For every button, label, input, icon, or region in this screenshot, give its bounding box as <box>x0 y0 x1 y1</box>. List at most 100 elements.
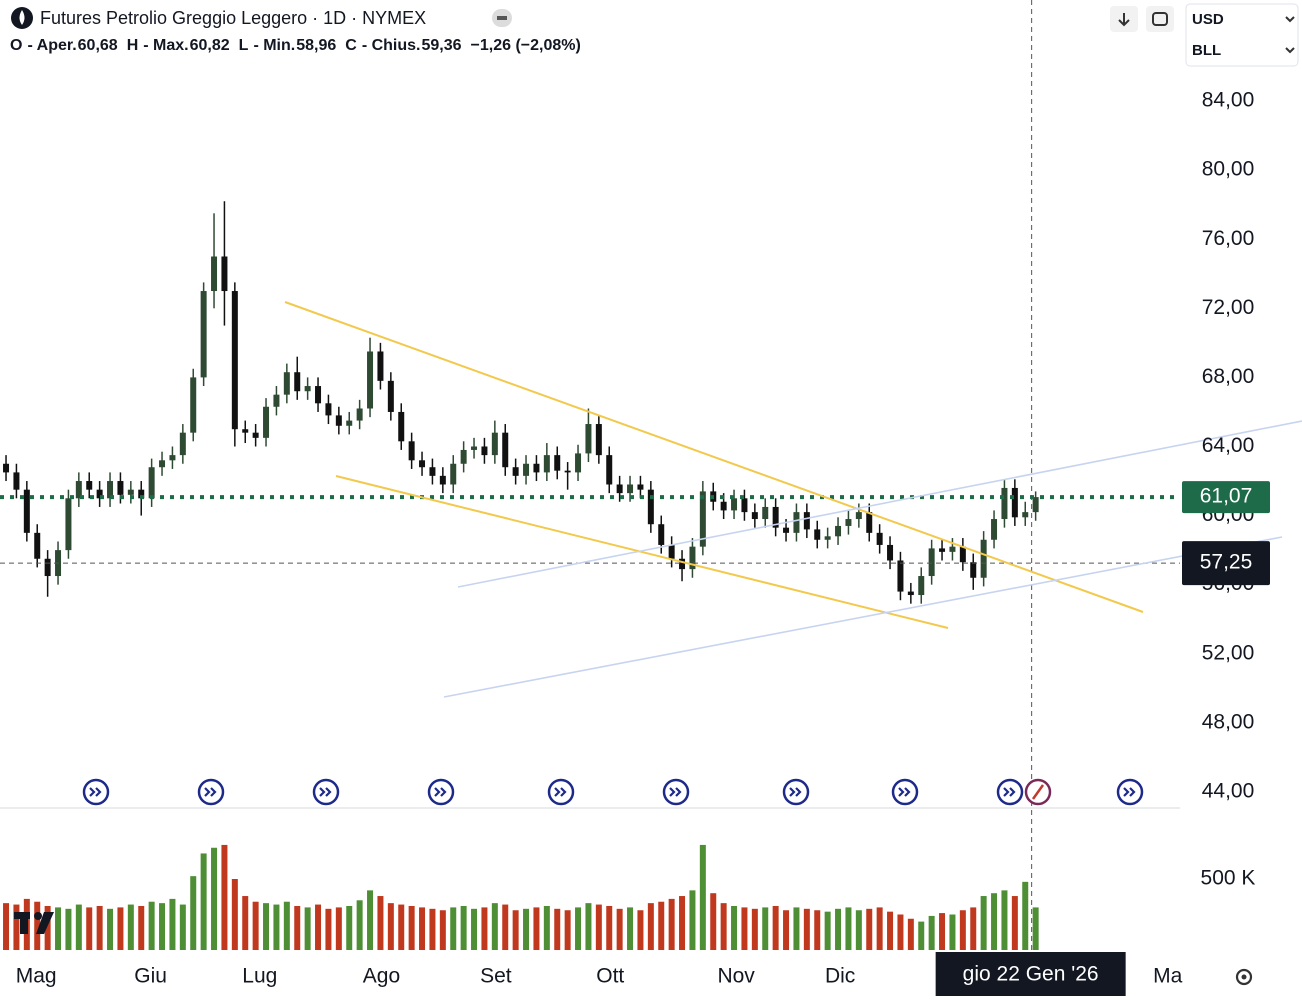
volume-bar <box>720 903 727 950</box>
volume-bar <box>200 853 207 950</box>
candle-body <box>283 372 290 395</box>
candle-body <box>647 489 654 525</box>
candle-body <box>523 463 530 476</box>
volume-bar <box>907 918 914 950</box>
crosshair-price-box <box>1182 541 1270 586</box>
y-tick-label: 76,00 <box>1202 227 1255 250</box>
candle-body <box>699 491 706 547</box>
event-marker-icon <box>554 787 567 797</box>
volume-bar <box>616 908 623 950</box>
candle-body <box>970 562 977 578</box>
candle-body <box>127 489 134 495</box>
volume-bar <box>1001 890 1008 950</box>
candle-body <box>668 544 675 559</box>
candle-body <box>13 472 20 490</box>
x-tick-label: Mag <box>16 965 57 988</box>
volume-bar <box>96 905 103 950</box>
event-marker[interactable] <box>547 778 575 806</box>
volume-bar <box>523 908 530 950</box>
volume-bar <box>117 907 124 950</box>
volume-bar <box>138 905 145 950</box>
candle-body <box>876 532 883 545</box>
x-tick-label: Set <box>480 965 512 988</box>
event-marker-icon <box>89 787 102 797</box>
candle-body <box>169 455 176 461</box>
candle-body <box>439 475 446 485</box>
event-marker[interactable] <box>662 778 690 806</box>
candle-body <box>845 519 852 526</box>
candle-body <box>606 455 613 485</box>
candle-body <box>190 377 197 433</box>
event-marker[interactable] <box>82 778 110 806</box>
ohlc-key: L <box>239 37 249 54</box>
x-tick-label: Nov <box>717 965 755 988</box>
fullscreen-button[interactable] <box>1146 6 1174 32</box>
candle-body <box>231 291 238 430</box>
volume-bar <box>803 908 810 950</box>
x-tick-label: Ma <box>1153 965 1182 988</box>
candle-body <box>1032 497 1039 513</box>
volume-bar <box>595 904 602 950</box>
channel-line <box>443 536 1283 698</box>
candle-body <box>959 546 966 563</box>
volume-bar <box>512 910 519 950</box>
volume-bar <box>346 905 353 950</box>
candle-body <box>107 481 114 499</box>
volume-bar <box>398 904 405 950</box>
volume-bar <box>887 911 894 950</box>
x-tick-label: Ott <box>596 965 624 988</box>
volume-bar <box>897 914 904 950</box>
event-marker[interactable] <box>312 778 340 806</box>
candle-body <box>866 512 873 533</box>
candle-body <box>554 455 561 471</box>
volume-bar <box>980 896 987 950</box>
unit-selector[interactable] <box>1185 3 1299 67</box>
volume-bar <box>866 908 873 950</box>
candle-body <box>34 532 41 559</box>
candle-body <box>824 536 831 540</box>
candle-body <box>1001 487 1008 520</box>
candle-body <box>148 467 155 499</box>
currency-selector[interactable]: USD <box>1192 11 1224 28</box>
plot-area <box>0 0 1180 950</box>
volume-bar <box>429 908 436 950</box>
candle-body <box>575 453 582 473</box>
event-marker[interactable] <box>427 778 455 806</box>
volume-bar <box>471 908 478 950</box>
volume-bar <box>283 901 290 950</box>
fullscreen-icon <box>1152 12 1168 26</box>
volume-bar <box>127 904 134 950</box>
volume-bar <box>148 901 155 950</box>
event-marker[interactable] <box>891 778 919 806</box>
volume-bar <box>450 907 457 950</box>
candle-body <box>450 463 457 485</box>
volume-bar <box>211 847 218 950</box>
ohlc-change: −1,26 (−2,08%) <box>471 37 581 54</box>
candle-body <box>491 432 498 456</box>
volume-bar <box>367 890 374 950</box>
event-marker[interactable] <box>996 778 1024 806</box>
candle-body <box>273 394 280 407</box>
ohlc-legend: O - Aper. 60,68 H - Max. 60,82 L - Min. 58,96 C - … <box>10 37 581 54</box>
candle-body <box>585 424 592 454</box>
x-tick-label: Ago <box>363 965 400 988</box>
volume-bar <box>460 905 467 950</box>
candle-body <box>200 291 207 378</box>
crosshair-price-label: 57,25 <box>1200 551 1253 574</box>
volume-bar <box>533 907 540 950</box>
volume-bar <box>86 907 93 950</box>
volume-bar <box>637 910 644 950</box>
event-marker-icon <box>434 787 447 797</box>
volume-bar <box>491 903 498 950</box>
unit-selector-label[interactable]: BLL <box>1192 42 1221 59</box>
ohlc-value: 60,82 <box>190 37 230 54</box>
volume-bar <box>783 910 790 950</box>
event-marker[interactable] <box>197 778 225 806</box>
volume-bar <box>658 901 665 950</box>
ohlc-name: - Aper. <box>27 37 76 54</box>
settings-icon[interactable] <box>1235 968 1253 986</box>
candle-body <box>252 432 259 438</box>
event-marker[interactable] <box>1116 778 1144 806</box>
event-marker[interactable] <box>782 778 810 806</box>
volume-bar <box>751 908 758 950</box>
